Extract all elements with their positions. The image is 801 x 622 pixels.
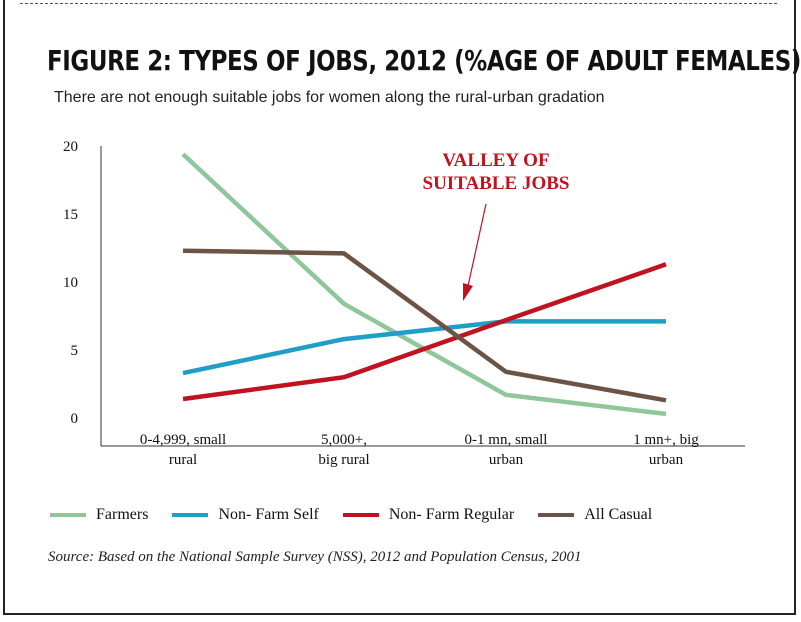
x-tick-label: rural xyxy=(169,452,197,468)
legend-item-non-farm-regular: Non- Farm Regular xyxy=(342,506,515,524)
legend-label-non-farm-self: Non- Farm Self xyxy=(218,506,319,523)
figure-title: FIGURE 2: TYPES OF JOBS, 2012 (%AGE OF A… xyxy=(47,44,801,77)
legend-label-all-casual: All Casual xyxy=(584,506,653,523)
top-dashed-divider xyxy=(20,3,777,4)
legend-label-non-farm-regular: Non- Farm Regular xyxy=(388,506,515,523)
chart-axes xyxy=(100,146,745,447)
y-tick-label: 10 xyxy=(63,275,78,291)
series-lines xyxy=(181,152,667,417)
x-tick-label: 5,000+, xyxy=(321,432,367,448)
annotation-text: VALLEY OF xyxy=(442,150,549,171)
legend-item-all-casual: All Casual xyxy=(538,506,652,524)
annotation-text: SUITABLE JOBS xyxy=(423,173,570,194)
chart-legend: Farmers Non- Farm Self Non- Farm Regular… xyxy=(50,506,676,524)
legend-swatch-non-farm-regular xyxy=(342,513,379,517)
legend-item-non-farm-self: Non- Farm Self xyxy=(172,506,319,524)
y-tick-label: 5 xyxy=(71,343,79,359)
source-note: Source: Based on the National Sample Sur… xyxy=(48,549,582,565)
legend-swatch-farmers xyxy=(50,513,86,517)
series-line-non-farm-self xyxy=(182,319,666,376)
series-line-non-farm-regular xyxy=(182,262,667,402)
x-tick-label: 1 mn+, big xyxy=(633,432,699,448)
annotation-arrow-line xyxy=(467,203,487,287)
x-tick-label: 0-4,999, small xyxy=(140,432,226,448)
figure-frame xyxy=(3,0,796,615)
y-tick-label: 20 xyxy=(63,139,78,155)
legend-swatch-non-farm-self xyxy=(172,513,209,517)
x-tick-label: urban xyxy=(489,452,524,468)
legend-item-farmers: Farmers xyxy=(50,506,148,524)
y-tick-labels: 20 15 10 5 0 xyxy=(63,139,78,427)
figure-subtitle: There are not enough suitable jobs for w… xyxy=(54,89,605,106)
x-tick-labels: 0-4,999, small rural 5,000+, big rural 0-1 m… xyxy=(140,432,699,468)
x-tick-label: urban xyxy=(649,452,684,468)
x-tick-label: 0-1 mn, small xyxy=(465,432,548,448)
legend-swatch-all-casual xyxy=(538,513,575,517)
y-tick-label: 15 xyxy=(63,207,78,223)
series-line-all-casual xyxy=(182,248,667,403)
annotation-arrow-head xyxy=(463,283,473,301)
x-tick-label: big rural xyxy=(318,452,369,468)
y-tick-label: 0 xyxy=(71,411,79,427)
legend-label-farmers: Farmers xyxy=(96,506,149,523)
